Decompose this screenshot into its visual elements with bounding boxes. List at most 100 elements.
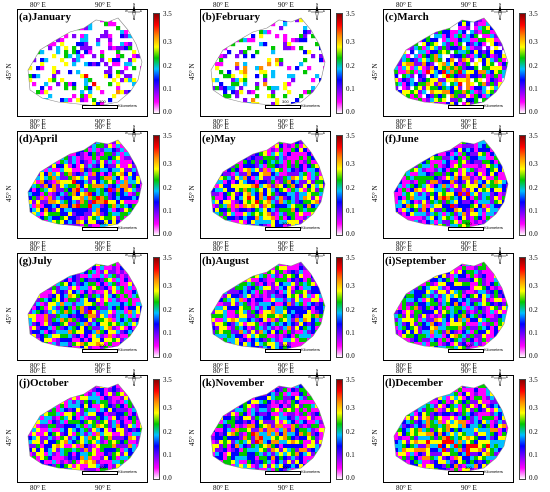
colorbar-tick-label: 0.2 [163,306,172,314]
scale-bar-line [265,349,301,353]
colorbar-tick-label: 0.2 [163,62,172,70]
scale-value: 300 [282,99,289,104]
scale-unit: Kilometers [301,225,320,230]
colorbar-tick-label: 0.1 [529,329,538,337]
scale-value: 300 [282,221,289,226]
compass-letter: N [316,3,318,6]
colorbar-tick-label: 0.0 [163,108,172,116]
colorbar-tick-label: 0.3 [346,282,355,290]
compass-letter: E [506,376,508,379]
colorbar-tick-label: 0.3 [163,38,172,46]
colorbar [519,257,526,358]
colorbar-tick-label: 0.2 [529,184,538,192]
compass-letter: E [323,254,325,257]
colorbar-tick-label: 0.0 [529,230,538,238]
colorbar [519,13,526,114]
lon-tick-label: 90° E [95,367,111,375]
scale-value: 300 [282,343,289,348]
compass-letter: N [316,247,318,250]
lon-tick-label: 80° E [396,1,412,9]
colorbar-tick-label: 3.5 [346,10,355,18]
compass-letter: E [140,254,142,257]
lon-tick-label: 90° E [278,123,294,131]
compass-letter: W [308,254,311,257]
colorbar-tick-label: 3.5 [163,132,172,140]
lon-tick-label: 90° E [95,1,111,9]
compass-letter: E [140,10,142,13]
scale-bar-line [82,227,118,231]
scale-unit: Kilometers [118,225,137,230]
compass-letter: W [491,132,494,135]
compass-letter: W [491,10,494,13]
scale-bar-line [265,105,301,109]
colorbar-tick-label: 0.1 [529,451,538,459]
compass-letter: N [133,3,135,6]
lat-tick-label: 45° N [371,307,379,324]
lon-tick-label: 80° E [213,123,229,131]
compass-letter: W [125,254,128,257]
compass-letter: W [308,132,311,135]
colorbar-tick-label: 0.0 [346,352,355,360]
colorbar-tick-label: 0.0 [346,474,355,482]
colorbar-tick-label: 0.3 [529,38,538,46]
colorbar-tick-label: 0.3 [529,160,538,168]
colorbar-tick-label: 0.2 [529,306,538,314]
panel-title: (d)April [19,133,58,145]
compass-letter: N [133,125,135,128]
lon-tick-label: 90° E [461,123,477,131]
scale-value: 300 [99,343,106,348]
compass-letter: E [323,132,325,135]
colorbar-tick-label: 0.2 [346,184,355,192]
colorbar-tick-label: 0.2 [346,428,355,436]
compass-letter: S [316,140,318,143]
colorbar [519,135,526,236]
panel-title: (h)August [202,255,249,267]
colorbar-tick-label: 0.3 [346,38,355,46]
colorbar-tick-label: 0.2 [529,62,538,70]
lat-tick-label: 45° N [188,429,196,446]
lon-tick-label: 90° E [461,1,477,9]
lon-tick-label: 80° E [30,1,46,9]
scale-value: 300 [99,465,106,470]
compass-letter: W [308,10,311,13]
panel-title: (i)September [385,255,446,267]
colorbar [336,13,343,114]
compass-letter: W [491,254,494,257]
lon-tick-label: 90° E [461,367,477,375]
scale-unit: Kilometers [484,469,503,474]
colorbar-tick-label: 3.5 [163,10,172,18]
colorbar-tick-label: 0.3 [163,404,172,412]
compass-letter: W [308,376,311,379]
panel-title: (e)May [202,133,236,145]
colorbar-tick-label: 3.5 [346,254,355,262]
compass-letter: N [499,369,501,372]
lat-tick-label: 45° N [5,307,13,324]
lat-tick-label: 45° N [5,63,13,80]
colorbar-tick-label: 0.0 [529,474,538,482]
colorbar-tick-label: 0.1 [529,85,538,93]
compass-letter: S [133,18,135,21]
panel-title: (b)February [202,11,260,23]
colorbar-tick-label: 3.5 [346,376,355,384]
colorbar [153,13,160,114]
lat-tick-label: 45° N [5,185,13,202]
colorbar [153,257,160,358]
colorbar-tick-label: 0.2 [529,428,538,436]
scale-bar: 300 Kilometers [265,344,329,356]
scale-bar-line [448,227,484,231]
colorbar-tick-label: 0.1 [163,329,172,337]
scale-value: 300 [465,99,472,104]
compass-letter: N [499,247,501,250]
scale-unit: Kilometers [301,347,320,352]
colorbar-tick-label: 0.2 [163,428,172,436]
